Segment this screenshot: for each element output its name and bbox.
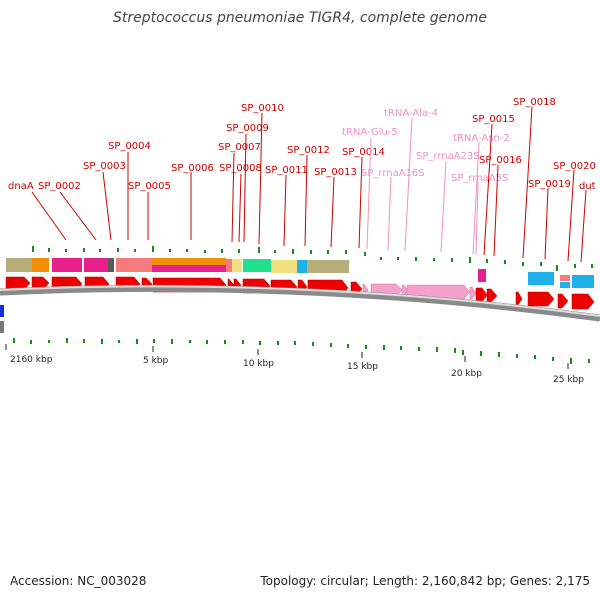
label-sp-rrnaa5s: SP_rrnaA5S [451, 173, 508, 184]
gc-ticks-inner [13, 338, 590, 364]
feature-labels: dnaA SP_0002 SP_0003 SP_0004 SP_0005 SP_… [8, 97, 596, 263]
label-trna-glu-5: tRNA-Glu-5 [342, 127, 398, 138]
label-sp0014: SP_0014 [342, 147, 385, 158]
scale-label-20kbp: 20 kbp [451, 369, 482, 379]
accession-text: Accession: NC_003028 [10, 574, 147, 588]
label-sp0011: SP_0011 [265, 165, 308, 176]
label-sp0019: SP_0019 [528, 179, 571, 190]
label-sp0012: SP_0012 [287, 145, 330, 156]
label-sp0016: SP_0016 [479, 155, 522, 166]
label-sp0015: SP_0015 [472, 114, 515, 125]
scale-label-5kbp: 5 kbp [143, 356, 169, 366]
scale-label-15kbp: 15 kbp [347, 362, 378, 372]
label-sp0018: SP_0018 [513, 97, 556, 108]
label-sp0009: SP_0009 [226, 123, 269, 134]
label-sp0013: SP_0013 [314, 167, 357, 178]
label-sp0005: SP_0005 [128, 181, 171, 192]
scale-ticks [5, 344, 569, 369]
label-sp0006: SP_0006 [171, 163, 214, 174]
scale-label-10kbp: 10 kbp [243, 359, 274, 369]
label-sp0003: SP_0003 [83, 161, 126, 172]
label-trna-asn-2: tRNA-Asn-2 [453, 133, 510, 144]
gc-ticks-outer [32, 246, 593, 271]
label-sp0010: SP_0010 [241, 103, 284, 114]
label-sp0007: SP_0007 [218, 142, 261, 153]
label-sp0002: SP_0002 [38, 181, 81, 192]
label-dnaa: dnaA [8, 181, 34, 192]
label-dut: dut [579, 181, 596, 192]
label-sp-rrnaa23s: SP_rrnaA23S [416, 151, 480, 162]
genome-backbone [0, 284, 600, 322]
label-sp0020: SP_0020 [553, 161, 596, 172]
genome-summary-text: Topology: circular; Length: 2,160,842 bp… [260, 574, 590, 588]
label-trna-ala-4: tRNA-Ala-4 [384, 108, 438, 119]
scale-label-25kbp: 25 kbp [553, 375, 584, 385]
label-sp-rrnaa16s: SP_rrnaA16S [361, 168, 425, 179]
cog-track [6, 258, 594, 288]
label-sp0004: SP_0004 [108, 141, 151, 152]
scale-label-2160kbp: 2160 kbp [10, 355, 53, 365]
map-title: Streptococcus pneumoniae TIGR4, complete… [113, 10, 487, 26]
label-sp0008: SP_0008 [219, 163, 262, 174]
strand-marker-grey [0, 321, 4, 333]
strand-marker-blue [0, 305, 4, 317]
